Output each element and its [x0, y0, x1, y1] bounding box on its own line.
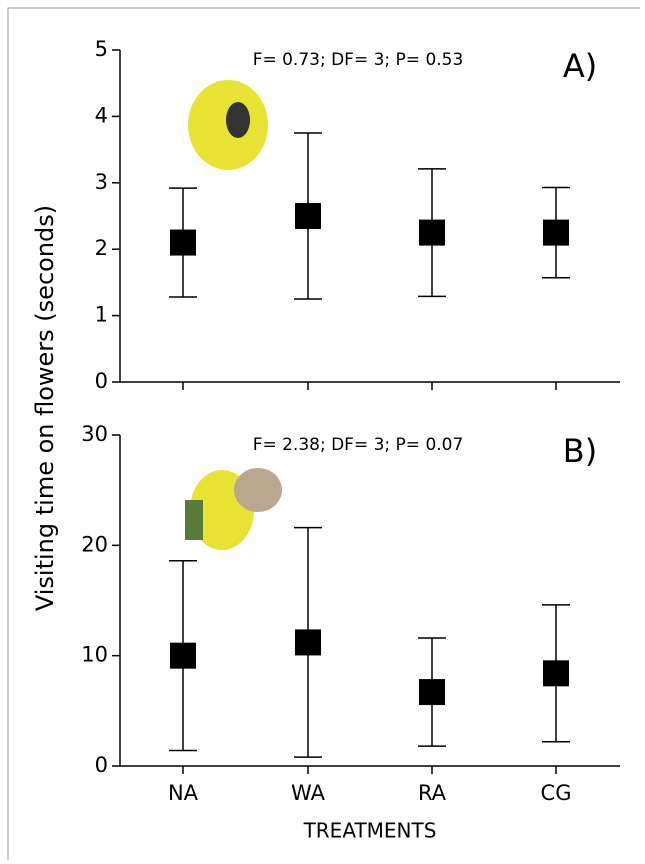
- x-tick-label: NA: [168, 781, 199, 805]
- marker: [170, 642, 196, 669]
- flower-photo-a: [188, 80, 268, 170]
- marker: [295, 629, 321, 656]
- y-tick-label: 30: [81, 422, 108, 446]
- y-tick-label: 5: [95, 37, 108, 61]
- x-tick-label: CG: [541, 781, 572, 805]
- marker: [543, 219, 569, 246]
- x-tick-label: WA: [291, 781, 326, 805]
- flower-photo-b: [185, 468, 282, 550]
- y-tick-label: 20: [81, 532, 108, 556]
- y-axis-label: Visiting time on flowers (seconds): [31, 205, 59, 611]
- y-tick-label: 0: [95, 369, 108, 393]
- marker: [170, 229, 196, 256]
- panel-label: B): [563, 432, 597, 470]
- annotation: F= 0.73; DF= 3; P= 0.53: [253, 50, 464, 70]
- y-tick-label: 10: [81, 643, 108, 667]
- y-tick-label: 0: [95, 753, 108, 777]
- marker: [543, 660, 569, 687]
- panel-label: A): [563, 47, 597, 85]
- y-tick-label: 3: [95, 170, 108, 194]
- x-axis-label: TREATMENTS: [303, 819, 437, 843]
- marker: [419, 679, 445, 706]
- y-tick-label: 1: [95, 303, 108, 327]
- marker: [295, 203, 321, 229]
- frame: [7, 7, 640, 860]
- x-tick-label: RA: [418, 781, 447, 805]
- y-tick-label: 4: [95, 103, 108, 127]
- marker: [419, 219, 445, 246]
- annotation: F= 2.38; DF= 3; P= 0.07: [253, 435, 464, 455]
- y-tick-label: 2: [95, 236, 108, 260]
